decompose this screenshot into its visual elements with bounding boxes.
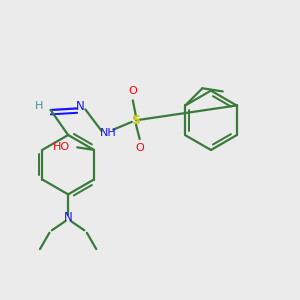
Text: N: N [64, 211, 73, 224]
Text: H: H [34, 101, 43, 111]
Text: O: O [135, 143, 144, 153]
Text: NH: NH [100, 128, 117, 138]
Text: N: N [76, 100, 85, 113]
Text: HO: HO [53, 142, 70, 152]
Text: O: O [128, 86, 137, 96]
Text: S: S [131, 114, 140, 127]
